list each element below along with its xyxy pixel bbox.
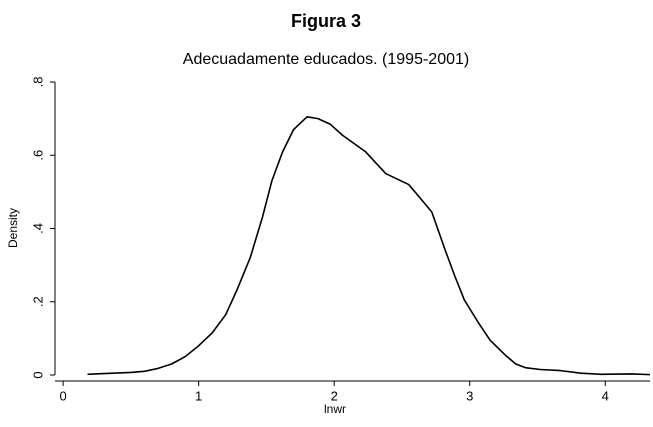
chart-title: Figura 3 <box>291 11 361 31</box>
y-tick-label: .2 <box>30 296 45 307</box>
y-tick-label: .4 <box>30 223 45 234</box>
chart-subtitle: Adecuadamente educados. (1995-2001) <box>183 51 469 68</box>
x-tick-label: 0 <box>60 388 67 403</box>
x-axis-label: lnwr <box>324 402 346 416</box>
y-tick-label: .6 <box>30 150 45 161</box>
y-axis-label: Density <box>6 208 20 248</box>
x-tick-label: 2 <box>331 388 338 403</box>
x-tick-label: 4 <box>602 388 609 403</box>
x-tick-label: 3 <box>466 388 473 403</box>
density-line <box>87 115 651 376</box>
y-tick-label: .8 <box>30 77 45 88</box>
y-tick-label: 0 <box>30 371 45 378</box>
x-tick-label: 1 <box>195 388 202 403</box>
